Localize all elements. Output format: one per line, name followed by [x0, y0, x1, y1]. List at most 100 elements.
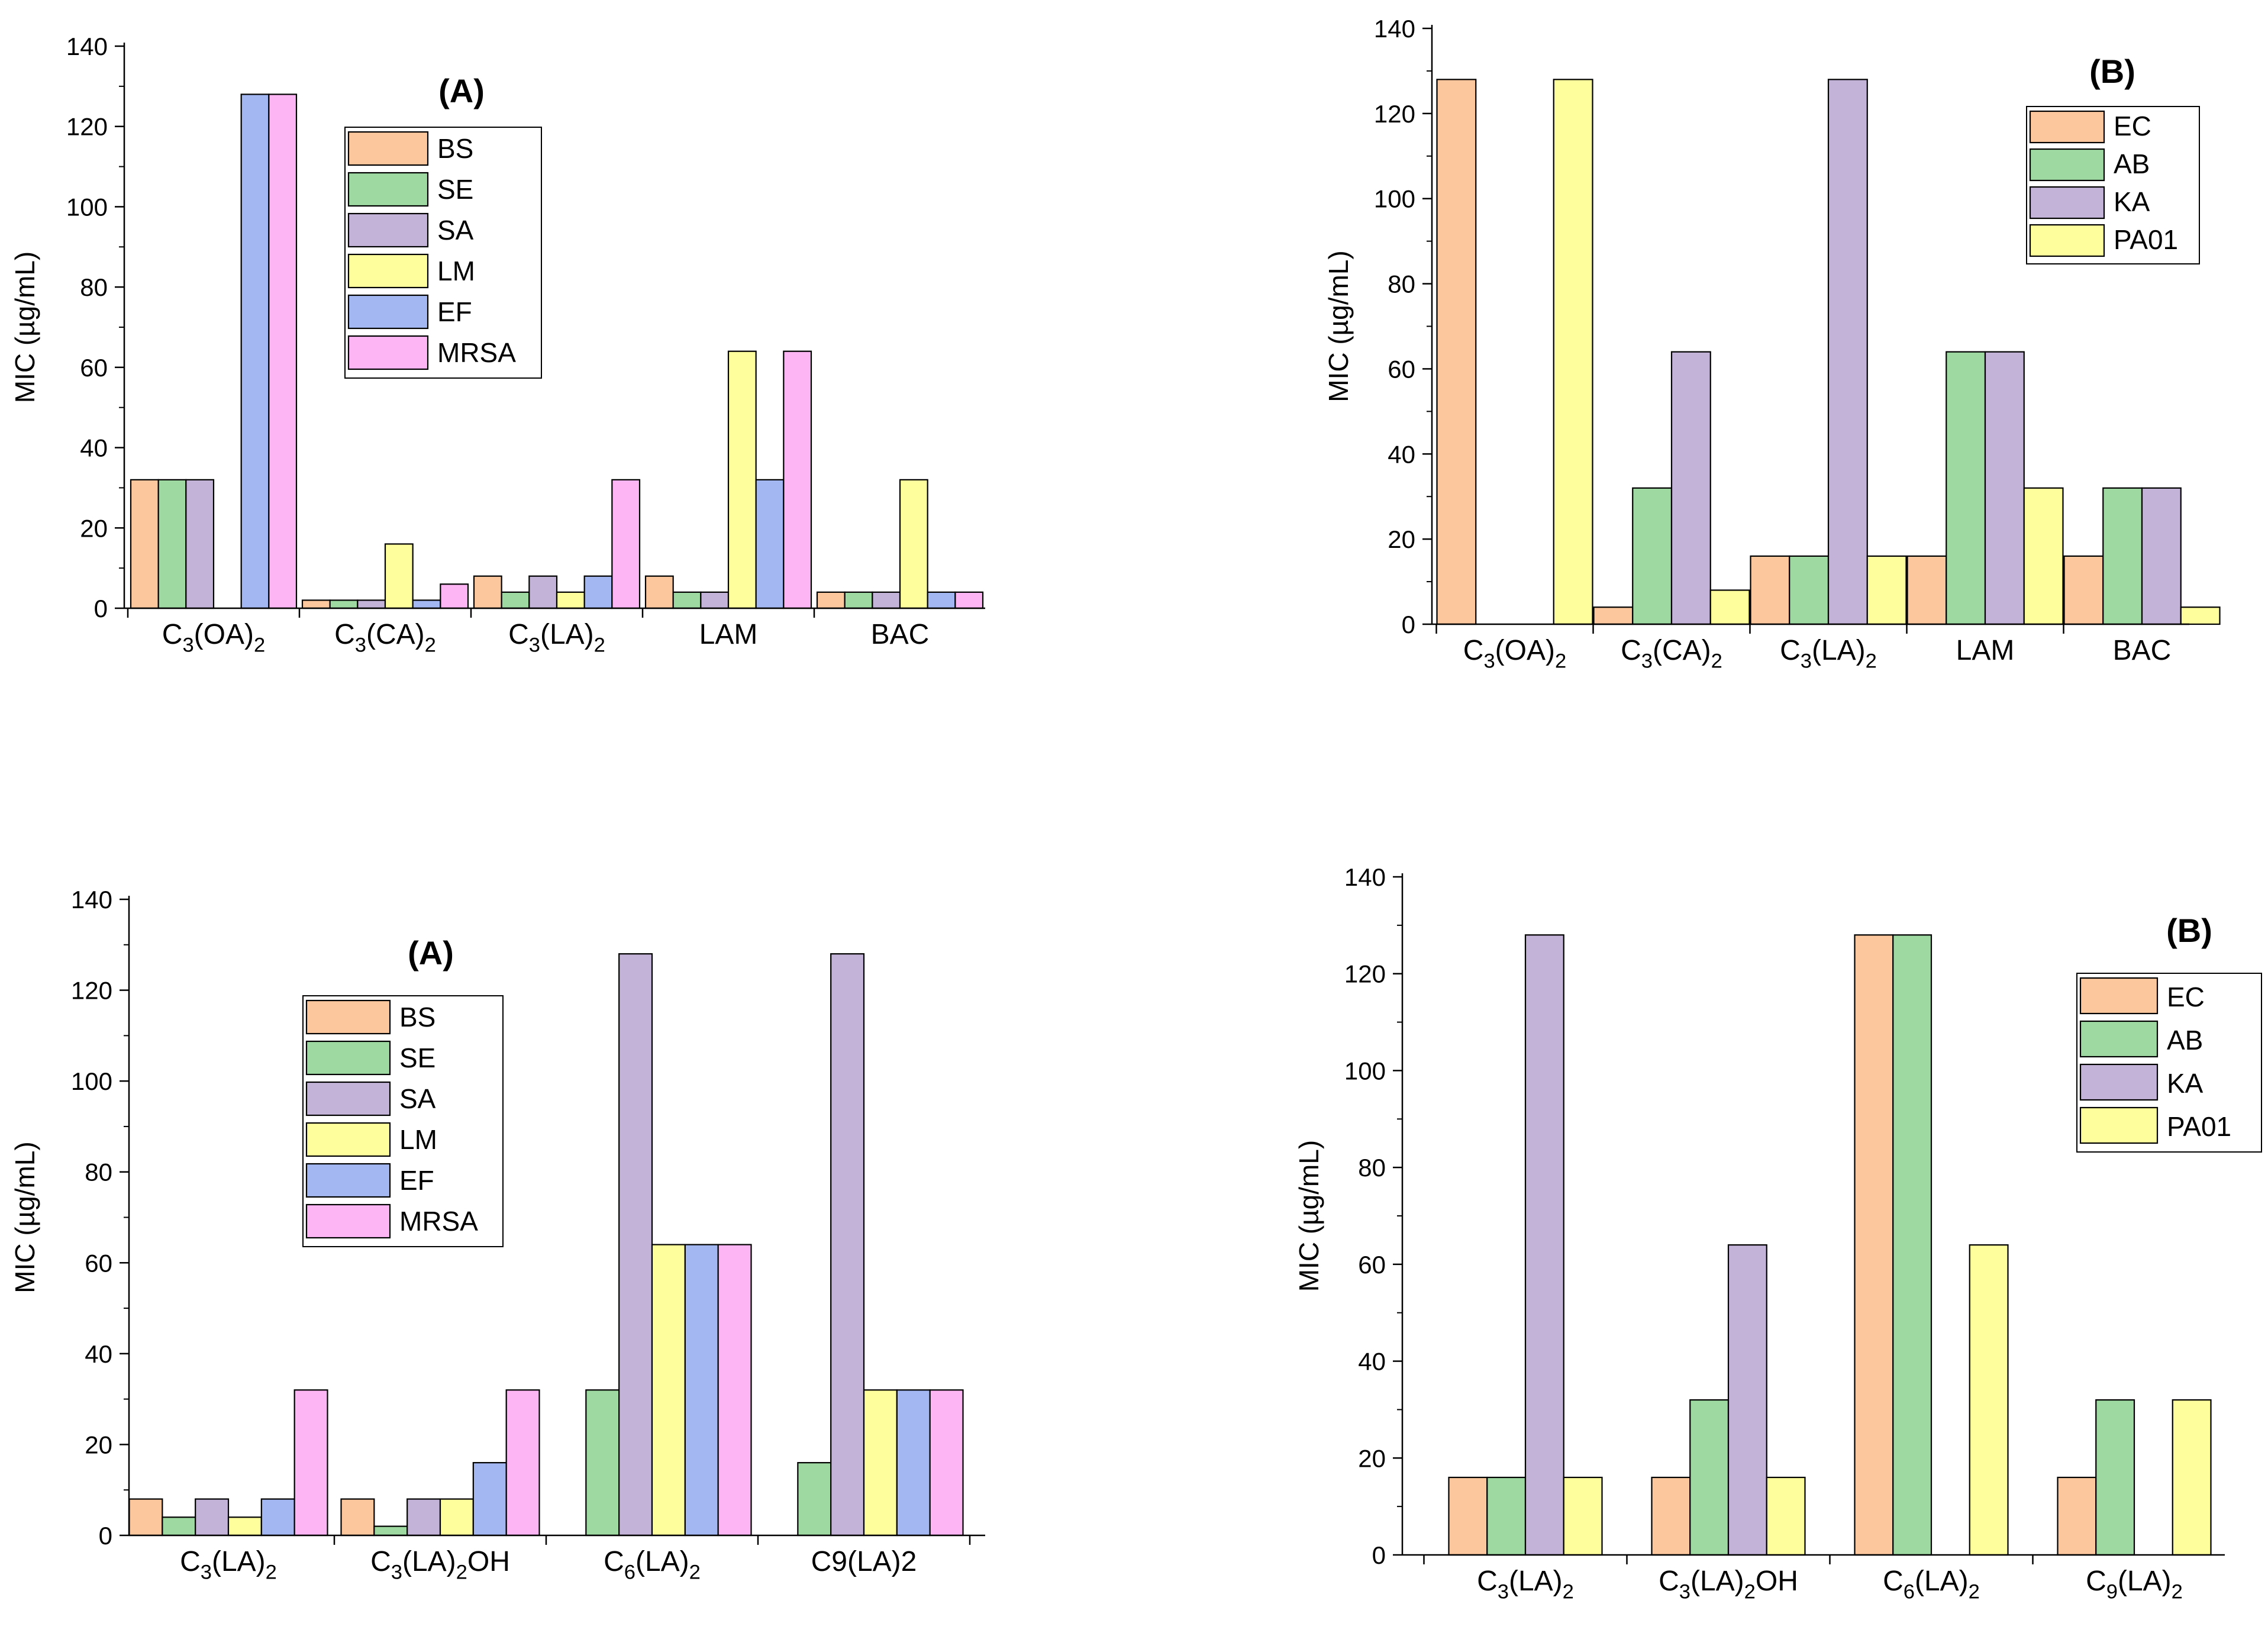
y-tick-label: 80 — [1388, 270, 1415, 298]
x-tick-label: C3(LA)2 — [1477, 1566, 1574, 1603]
x-tick-label: C3(LA)2 — [508, 619, 605, 656]
legend-label-mrsa: MRSA — [437, 337, 516, 368]
bar-ef-0 — [260, 1498, 295, 1537]
bar-ef-0 — [240, 93, 270, 609]
legend-swatch-ec — [2079, 977, 2159, 1015]
y-tick-label: 40 — [80, 434, 108, 462]
bar-ka-3 — [1984, 351, 2025, 625]
legend-label-lm: LM — [437, 256, 475, 286]
bar-pa01-1 — [1709, 589, 1750, 625]
y-tick-label: 60 — [1388, 355, 1415, 383]
legend-label-bs: BS — [399, 1002, 435, 1032]
panel-label: (A) — [408, 934, 454, 972]
x-tick-label: LAM — [1956, 635, 2015, 666]
y-tick-label: 60 — [1358, 1251, 1386, 1279]
y-tick-label: 40 — [1388, 440, 1415, 468]
legend-label-ab: AB — [2167, 1025, 2203, 1056]
bar-se-2 — [501, 591, 530, 609]
bar-se-1 — [373, 1525, 408, 1537]
legend-swatch-ef — [305, 1163, 391, 1198]
bar-sa-2 — [618, 953, 653, 1537]
bar-ef-3 — [755, 479, 785, 609]
legend-label-pa01: PA01 — [2167, 1111, 2231, 1142]
y-axis-label: MIC (µg/mL) — [9, 1141, 40, 1293]
legend: BS SE SA LM EF MRSA — [302, 995, 504, 1247]
bar-mrsa-0 — [268, 93, 298, 609]
bar-mrsa-0 — [293, 1389, 328, 1537]
legend-swatch-se — [347, 172, 429, 207]
bar-lm-4 — [899, 479, 928, 609]
bar-ab-4 — [2102, 487, 2143, 625]
bar-bs-1 — [301, 599, 331, 609]
bar-se-0 — [162, 1516, 196, 1537]
bar-ec-2 — [1750, 555, 1790, 625]
bar-se-4 — [844, 591, 873, 609]
legend-label-ka: KA — [2167, 1068, 2204, 1099]
bar-pa01-3 — [2172, 1399, 2212, 1556]
y-tick-label: 120 — [1374, 100, 1415, 128]
legend-label-ka: KA — [2114, 186, 2150, 217]
legend-label-lm: LM — [399, 1124, 437, 1155]
bar-mrsa-3 — [929, 1389, 964, 1537]
bar-pa01-3 — [2023, 487, 2064, 625]
legend-swatch-ec — [2029, 110, 2105, 144]
legend-swatch-ab — [2029, 148, 2105, 182]
x-tick-label: C3(LA)2 — [1780, 635, 1877, 672]
bar-bs-0 — [130, 479, 159, 609]
bar-bs-3 — [644, 575, 674, 609]
chart-panel-top-right: 0 20 40 60 80 100 120 140 C3(OA)2 C3(CA)2 C3(LA)2 L… — [1323, 15, 2221, 672]
x-tick-label: C9(LA)2 — [811, 1546, 917, 1577]
y-tick-label: 60 — [85, 1249, 112, 1277]
bar-mrsa-2 — [717, 1244, 752, 1537]
legend-swatch-mrsa — [305, 1203, 391, 1239]
bar-bs-4 — [816, 591, 846, 609]
bar-mrsa-4 — [954, 591, 984, 609]
legend-label-bs: BS — [437, 133, 473, 164]
y-tick-label: 140 — [71, 886, 112, 914]
y-tick-label: 40 — [85, 1340, 112, 1368]
legend: EC AB KA PA01 — [2076, 973, 2262, 1153]
chart-panel-bottom-right: 0 20 40 60 80 100 120 140 C3(LA)2 C3(LA)2OH C6(LA)… — [1293, 863, 2262, 1603]
x-tick-label: BAC — [871, 619, 930, 650]
bar-pa01-2 — [1866, 555, 1907, 625]
y-axis-label: MIC (µg/mL) — [1323, 250, 1354, 402]
bar-ef-4 — [927, 591, 956, 609]
bar-mrsa-3 — [783, 350, 812, 609]
bar-ab-3 — [2095, 1399, 2135, 1556]
y-tick-label: 100 — [66, 193, 108, 221]
y-tick-label: 120 — [71, 977, 112, 1005]
bar-sa-4 — [872, 591, 901, 609]
bar-sa-0 — [185, 479, 215, 609]
bar-ab-0 — [1486, 1476, 1527, 1556]
bar-ec-0 — [1436, 79, 1477, 625]
legend-label-sa: SA — [437, 215, 474, 246]
panel-label: (A) — [438, 72, 485, 109]
x-tick-label: C3(LA)2OH — [1659, 1566, 1798, 1603]
bar-ec-3 — [2057, 1476, 2097, 1556]
bar-ec-2 — [1854, 934, 1894, 1556]
bar-ka-1 — [1727, 1244, 1767, 1556]
chart-panel-top-left: 0 20 40 60 80 100 120 140 C3(OA)2 C3(CA)2 C3(LA)2 L… — [9, 33, 985, 656]
bar-ec-1 — [1593, 606, 1634, 625]
legend-swatch-ka — [2079, 1063, 2159, 1101]
bar-lm-2 — [651, 1244, 686, 1537]
bar-se-2 — [585, 1389, 620, 1537]
legend-swatch-sa — [347, 212, 429, 248]
bar-ec-4 — [2063, 555, 2104, 625]
y-tick-label: 80 — [1358, 1154, 1386, 1182]
legend-label-mrsa: MRSA — [399, 1206, 478, 1237]
legend-swatch-pa01 — [2029, 224, 2105, 257]
y-tick-label: 80 — [80, 273, 108, 301]
bar-pa01-4 — [2180, 606, 2221, 625]
bar-ef-3 — [896, 1389, 931, 1537]
x-tick-label: C3(CA)2 — [1621, 635, 1722, 672]
x-tick-label: C3(OA)2 — [1463, 635, 1566, 672]
y-tick-label: 100 — [1344, 1057, 1386, 1085]
bar-se-3 — [797, 1462, 832, 1537]
bar-ab-1 — [1632, 487, 1673, 625]
bar-bs-2 — [473, 575, 502, 609]
y-tick-label: 0 — [1372, 1541, 1386, 1569]
bar-pa01-0 — [1553, 79, 1593, 625]
bar-ab-1 — [1689, 1399, 1730, 1556]
